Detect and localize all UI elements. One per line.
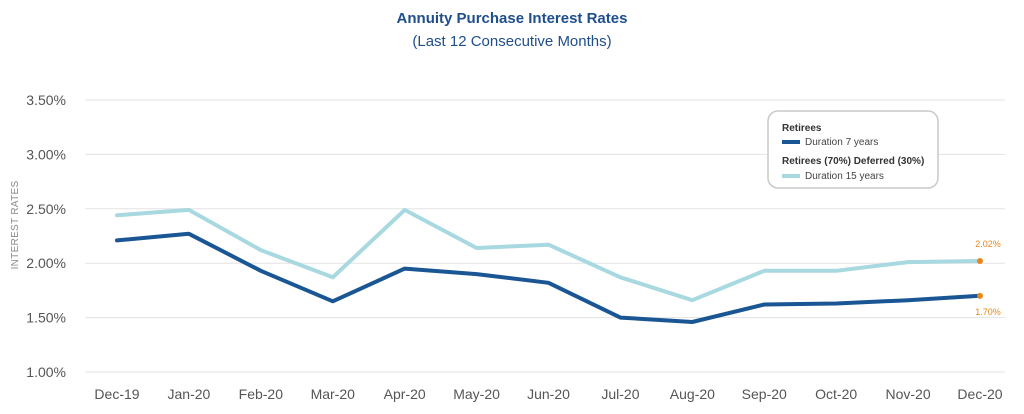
endpoint-marker: [977, 258, 983, 265]
chart-title: Annuity Purchase Interest Rates: [397, 10, 628, 27]
endpoint-label: 1.70%: [975, 307, 1001, 317]
x-tick-label: Jul-20: [601, 386, 639, 402]
x-tick-label: Mar-20: [311, 386, 356, 402]
x-tick-label: Jan-20: [168, 386, 211, 402]
series-line-duration-15: [115, 207, 982, 303]
y-tick-label: 3.00%: [26, 146, 66, 162]
y-tick-label: 1.50%: [26, 310, 66, 326]
x-axis-ticks: Dec-19 Jan-20 Feb-20 Mar-20 Apr-20 May-20 Jun-…: [94, 386, 1002, 402]
gridlines: [85, 99, 1005, 373]
x-tick-label: Feb-20: [239, 386, 284, 402]
chart-subtitle: (Last 12 Consecutive Months): [412, 33, 611, 50]
y-axis-label: INTEREST RATES: [10, 181, 21, 270]
series-lines: [115, 207, 982, 324]
y-tick-label: 3.50%: [26, 92, 66, 108]
legend: Retirees Duration 7 years Retirees (70%)…: [767, 110, 939, 189]
x-tick-label: May-20: [453, 386, 500, 402]
series-line-duration-7: [115, 231, 982, 324]
legend-group-retirees: Retirees: [782, 123, 822, 134]
endpoint-label: 2.02%: [975, 239, 1001, 249]
y-tick-label: 1.00%: [26, 364, 66, 380]
x-tick-label: Dec-20: [957, 386, 1002, 402]
y-axis-ticks: 1.00% 1.50% 2.00% 2.50% 3.00% 3.50%: [26, 92, 66, 380]
x-tick-label: Jun-20: [527, 386, 570, 402]
legend-group-retirees-deferred: Retirees (70%) Deferred (30%): [782, 156, 924, 167]
endpoint-marker: [977, 292, 983, 299]
legend-label-duration-15: Duration 15 years: [805, 171, 884, 182]
y-tick-label: 2.50%: [26, 201, 66, 217]
legend-box: [767, 110, 939, 189]
x-tick-label: Aug-20: [670, 386, 715, 402]
x-tick-label: Sep-20: [742, 386, 787, 402]
x-tick-label: Dec-19: [94, 386, 139, 402]
y-tick-label: 2.00%: [26, 255, 66, 271]
x-tick-label: Apr-20: [384, 386, 426, 402]
endpoint-markers: 2.02% 1.70%: [975, 239, 1001, 317]
x-tick-label: Nov-20: [886, 386, 931, 402]
x-tick-label: Oct-20: [815, 386, 857, 402]
legend-label-duration-7: Duration 7 years: [805, 137, 878, 148]
